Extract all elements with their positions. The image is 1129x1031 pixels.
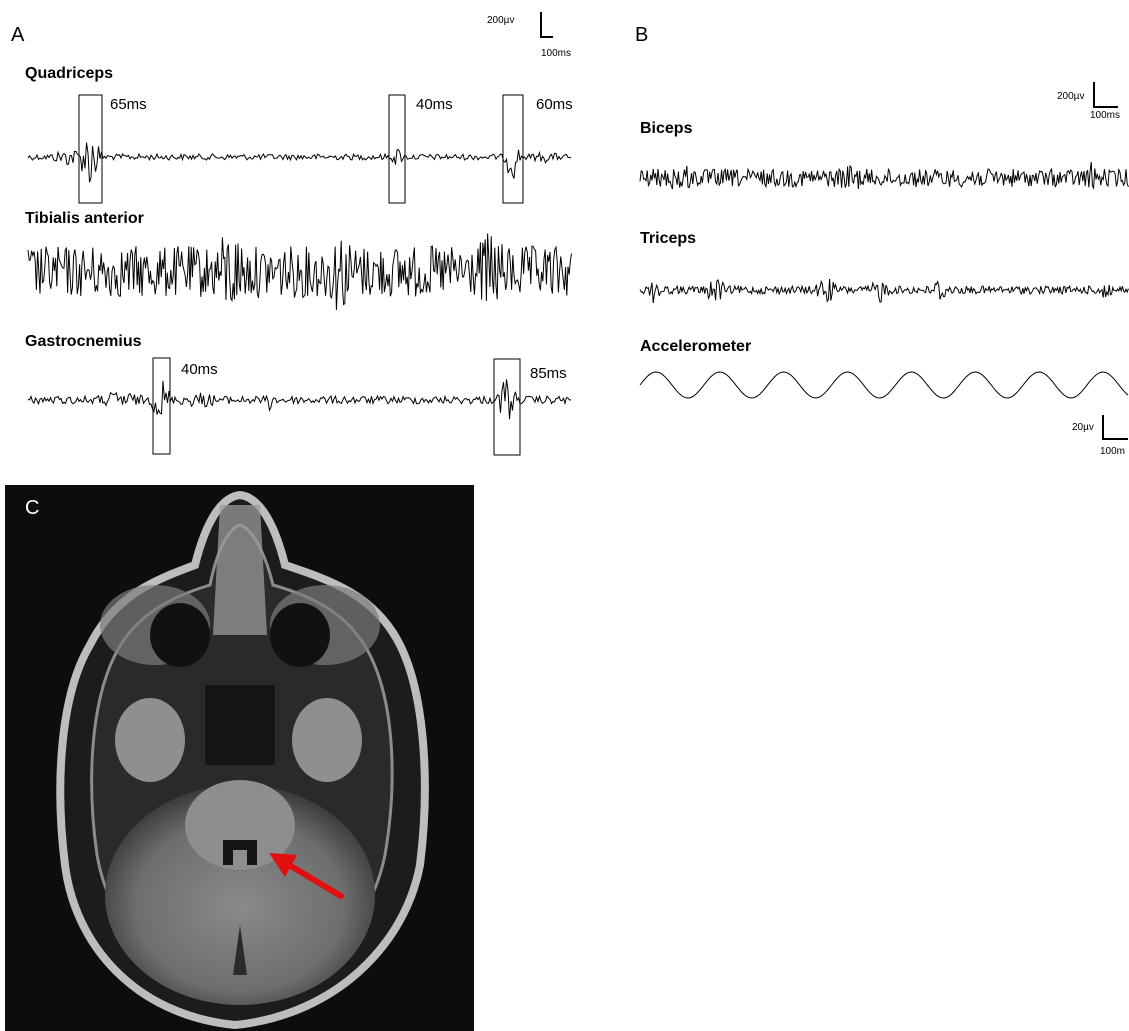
triceps-waveform <box>639 278 1129 304</box>
gastrocnemius-waveform <box>27 379 572 420</box>
quadriceps-latency-3: 60ms <box>536 96 573 113</box>
mri-image: C <box>5 485 474 1031</box>
panel-b-scale-bar-bottom <box>1102 415 1128 440</box>
panel-b-scale-bottom-horizontal: 100m <box>1100 446 1126 457</box>
quadriceps-waveform <box>27 142 572 183</box>
panel-b-scale-bottom-vertical: 20µv <box>1072 422 1094 433</box>
red-arrow-icon <box>269 853 344 899</box>
quadriceps-box-2 <box>388 94 406 204</box>
panel-c-letter: C <box>25 497 40 519</box>
panel-b-letter: B <box>635 24 649 46</box>
accelerometer-waveform <box>639 371 1129 399</box>
quadriceps-box-1 <box>78 94 103 204</box>
emg-traces <box>27 94 1129 456</box>
gastrocnemius-latency-1: 40ms <box>181 361 218 378</box>
panel-b-scale-bar-top <box>1093 82 1118 108</box>
gastrocnemius-box-2 <box>493 358 521 456</box>
gastrocnemius-box-1 <box>152 357 171 455</box>
panel-a-scale-vertical: 200µv <box>487 15 515 26</box>
panel-a-scale-horizontal: 100ms <box>541 48 572 59</box>
gastrocnemius-label: Gastrocnemius <box>25 333 142 350</box>
panel-a-letter: A <box>11 24 25 46</box>
quadriceps-label: Quadriceps <box>25 65 114 82</box>
panel-b-scale-top-vertical: 200µv <box>1057 91 1085 102</box>
accelerometer-label: Accelerometer <box>640 338 752 355</box>
panel-b-scale-top-horizontal: 100ms <box>1090 110 1121 121</box>
quadriceps-box-3 <box>502 94 524 204</box>
biceps-label: Biceps <box>640 120 693 137</box>
tibialis-label: Tibialis anterior <box>25 210 144 227</box>
tibialis-waveform <box>27 233 573 311</box>
biceps-waveform <box>639 161 1129 191</box>
gastrocnemius-latency-2: 85ms <box>530 365 567 382</box>
quadriceps-latency-2: 40ms <box>416 96 453 113</box>
panel-a-scale-bar <box>540 12 553 38</box>
triceps-label: Triceps <box>640 230 697 247</box>
quadriceps-latency-1: 65ms <box>110 96 147 113</box>
